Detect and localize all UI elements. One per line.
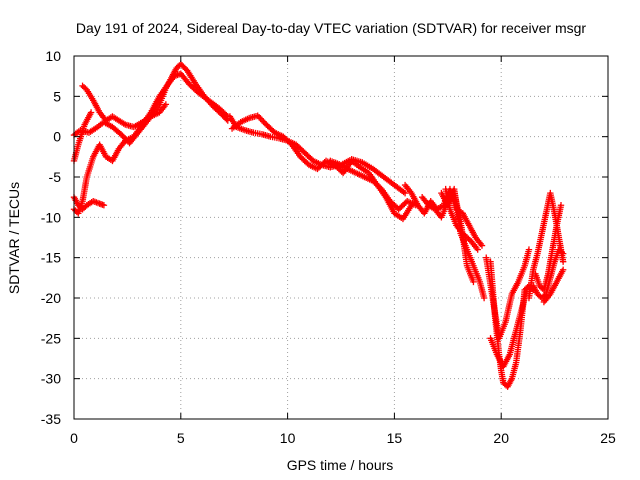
data-point bbox=[559, 266, 567, 273]
y-tick-label: -35 bbox=[41, 411, 61, 427]
chart-title: Day 191 of 2024, Sidereal Day-to-day VTE… bbox=[76, 20, 586, 36]
data-point bbox=[261, 119, 269, 127]
x-tick-label: 15 bbox=[387, 430, 403, 446]
data-point bbox=[255, 113, 263, 121]
grid-lines bbox=[74, 56, 608, 419]
x-tick-label: 5 bbox=[177, 430, 185, 446]
data-point bbox=[257, 115, 264, 122]
data-point bbox=[223, 111, 230, 119]
data-point bbox=[162, 101, 170, 108]
series-trace-s bbox=[540, 266, 567, 306]
data-point bbox=[525, 246, 533, 253]
data-point bbox=[254, 112, 261, 119]
y-tick-label: 0 bbox=[53, 129, 61, 145]
series-trace-g bbox=[228, 112, 415, 223]
y-tick-label: 10 bbox=[45, 48, 61, 64]
x-tick-label: 25 bbox=[600, 430, 616, 446]
series-trace-r bbox=[532, 202, 565, 294]
data-point bbox=[408, 202, 415, 209]
data-point bbox=[401, 189, 409, 197]
data-point bbox=[480, 294, 488, 302]
y-tick-label: 5 bbox=[53, 88, 61, 104]
series-trace-b bbox=[70, 70, 231, 217]
series-trace-e bbox=[70, 109, 95, 165]
x-tick-label: 20 bbox=[493, 430, 509, 446]
series-trace-h bbox=[327, 156, 409, 197]
data-point bbox=[478, 242, 486, 249]
data-point bbox=[474, 246, 481, 253]
y-tick-label: -15 bbox=[41, 250, 61, 266]
data-point bbox=[258, 116, 266, 124]
data-point bbox=[87, 109, 95, 116]
y-tick-label: -25 bbox=[41, 330, 61, 346]
axis-ticks: 0 5 10 15 20 25 10 5 0 -5 -10 -15 -20 -25 -30 -35 bbox=[41, 48, 616, 446]
y-tick-label: -30 bbox=[41, 371, 61, 387]
x-tick-label: 0 bbox=[70, 430, 78, 446]
data-point bbox=[559, 258, 567, 265]
data-point bbox=[119, 132, 126, 139]
y-tick-label: -10 bbox=[41, 209, 61, 225]
y-tick-label: -20 bbox=[41, 290, 61, 306]
data-point bbox=[557, 202, 565, 209]
data-point bbox=[558, 249, 565, 256]
data-point bbox=[117, 131, 125, 138]
x-axis-label: GPS time / hours bbox=[287, 457, 394, 473]
plot-frame bbox=[73, 55, 609, 420]
y-axis-label: SDTVAR / TECUs bbox=[6, 182, 22, 294]
series-trace-n bbox=[483, 246, 533, 342]
series-trace-l bbox=[442, 185, 481, 253]
series-trace-o bbox=[487, 286, 531, 370]
data-point bbox=[100, 202, 108, 209]
x-tick-label: 10 bbox=[280, 430, 296, 446]
data-points bbox=[70, 60, 567, 390]
data-point bbox=[559, 250, 567, 257]
data-point bbox=[260, 118, 267, 125]
series-trace-c bbox=[79, 82, 170, 131]
y-tick-label: -5 bbox=[49, 169, 62, 185]
series-trace-d bbox=[70, 193, 108, 213]
data-point bbox=[470, 278, 477, 286]
